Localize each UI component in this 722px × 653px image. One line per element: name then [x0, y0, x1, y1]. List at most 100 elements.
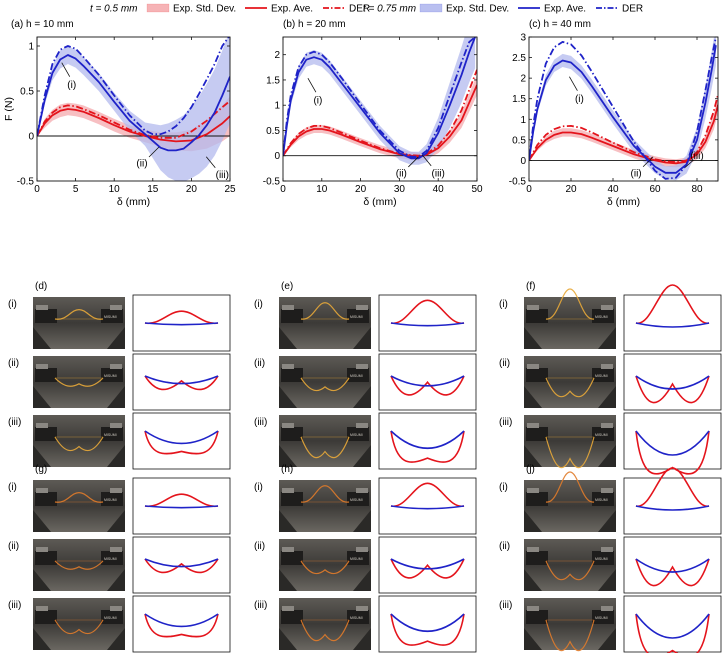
shape-red-curve [635, 558, 710, 587]
left-clamp [35, 492, 57, 506]
annotation-leader [408, 156, 419, 168]
x-tick-label: 60 [649, 184, 661, 195]
x-tick-label: 80 [691, 184, 703, 195]
y-tick-label: 0.5 [266, 126, 280, 137]
clamp-brand-text: MISUMI [595, 374, 608, 378]
annotation-leader [642, 156, 654, 168]
left-rail [279, 569, 297, 591]
row-label: (iii) [8, 417, 21, 428]
photo: MISUMI [279, 297, 371, 349]
right-rail [107, 569, 125, 591]
photo-wire [545, 436, 595, 469]
x-tick-label: 40 [607, 184, 619, 195]
legend-std-label: Exp. Std. Dev. [173, 4, 236, 15]
shape-red-curve [390, 299, 465, 324]
photo: MISUMI [33, 539, 125, 591]
shape-red-curve [144, 493, 219, 507]
y-tick-label: -0.5 [509, 177, 527, 188]
plot-area [37, 37, 230, 181]
photo-wire [54, 560, 104, 570]
annotation-leader [307, 77, 317, 93]
legend-der-label: DER [349, 4, 370, 15]
shape-blue-curve [635, 558, 710, 573]
right-rail [598, 510, 616, 532]
config-box [623, 595, 722, 653]
shape-red-curve [144, 613, 219, 638]
shape-blue-curve [144, 375, 219, 385]
left-rail [279, 510, 297, 532]
config-box [132, 412, 231, 470]
annotation-leader [684, 160, 694, 168]
left-rail [33, 569, 51, 591]
config-box [378, 595, 477, 653]
shape-blue-curve [144, 505, 219, 509]
y-tick-label: 2 [274, 50, 280, 61]
photo: MISUMI [279, 415, 371, 467]
right-clamp-top [110, 364, 122, 369]
photo-wire [54, 619, 104, 635]
right-clamp-top [601, 364, 613, 369]
std-band [529, 37, 716, 181]
row-label: (i) [499, 482, 508, 493]
right-rail [107, 510, 125, 532]
photo-wire [300, 436, 350, 459]
photo: MISUMI [33, 480, 125, 532]
annotation-leader [148, 146, 160, 158]
configuration-panels: (d) (i) MISUMI (ii) MISUMI (iii) MISUMI (e) (i) M… [8, 281, 722, 653]
x-tick-label: 50 [471, 184, 483, 195]
clamp-brand-text: MISUMI [595, 315, 608, 319]
clamp-brand-text: MISUMI [595, 616, 608, 620]
left-clamp [281, 492, 303, 506]
photo: MISUMI [524, 288, 616, 349]
right-clamp-top [356, 488, 368, 493]
left-rail [279, 386, 297, 408]
shape-blue-curve [635, 322, 710, 328]
series-line [37, 54, 230, 152]
photo-wire [545, 560, 595, 581]
chart-title: (b) h = 20 mm [283, 19, 346, 30]
right-clamp [592, 610, 614, 624]
row-label: (ii) [8, 358, 19, 369]
photo-wire [545, 377, 595, 398]
y-tick-label: -0.5 [263, 177, 281, 188]
shape-red-curve [390, 558, 465, 579]
row-label: (i) [499, 299, 508, 310]
panel-label: (h) [281, 464, 293, 475]
shape-red-curve [144, 375, 219, 391]
photo: MISUMI [279, 356, 371, 408]
right-clamp [101, 492, 123, 506]
left-clamp [281, 368, 303, 382]
shape-red-curve [390, 375, 465, 396]
right-rail [598, 386, 616, 408]
left-clamp [35, 427, 57, 441]
right-clamp-top [356, 606, 368, 611]
left-rail [33, 445, 51, 467]
right-rail [598, 569, 616, 591]
config-box [132, 353, 231, 411]
left-rail [524, 628, 542, 650]
shape-red-curve [635, 375, 710, 404]
left-clamp [281, 551, 303, 565]
row-label: (iii) [499, 600, 512, 611]
row-label: (iii) [499, 417, 512, 428]
shape-blue-curve [390, 322, 465, 327]
legend-thickness: t = 0.75 mm [363, 4, 416, 15]
photo: MISUMI [33, 356, 125, 408]
shape-red-curve [144, 558, 219, 574]
shape-red-curve [390, 482, 465, 507]
x-axis-label: δ (mm) [363, 196, 396, 208]
photo: MISUMI [524, 415, 616, 469]
right-rail [107, 445, 125, 467]
right-clamp [592, 368, 614, 382]
chart-title: (a) h = 10 mm [11, 19, 74, 30]
clamp-brand-text: MISUMI [350, 315, 363, 319]
clamp-brand-text: MISUMI [350, 433, 363, 437]
right-clamp-top [110, 488, 122, 493]
left-rail [33, 628, 51, 650]
chart: 0 10 20 30 40 50-0.500.511.52(b) h = 20 mmδ (… [263, 19, 483, 208]
photo-wire [300, 560, 350, 575]
shape-red-curve [144, 310, 219, 324]
panel-label: (d) [35, 281, 47, 292]
panel-label: (g) [35, 464, 47, 475]
